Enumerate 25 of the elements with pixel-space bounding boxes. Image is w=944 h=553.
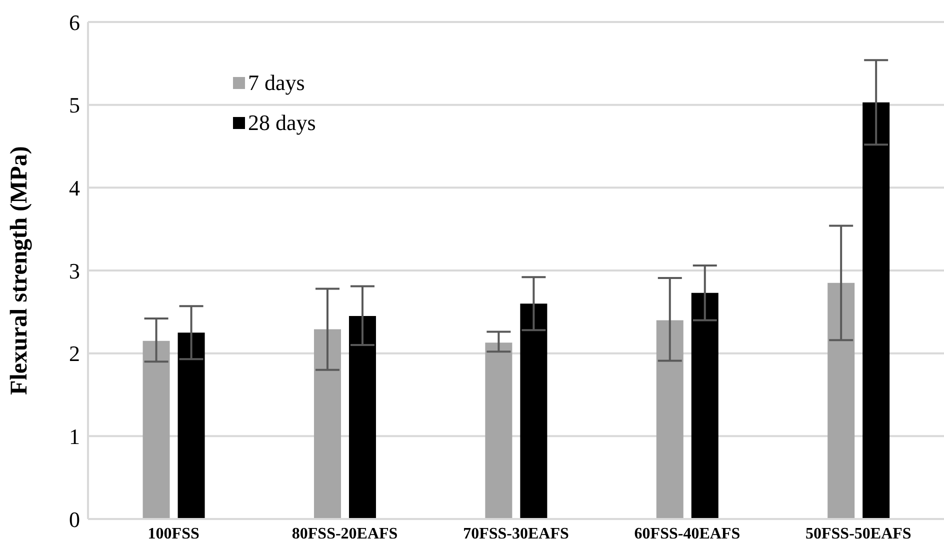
x-tick-label: 100FSS xyxy=(148,525,200,542)
legend-label: 28 days xyxy=(248,110,316,136)
x-tick-label: 70FSS-30EAFS xyxy=(463,525,569,542)
bar xyxy=(314,329,341,519)
y-tick-label: 3 xyxy=(69,258,80,284)
bar xyxy=(828,282,855,519)
bar xyxy=(348,316,376,519)
y-tick-label: 1 xyxy=(69,424,80,449)
y-tick-label: 5 xyxy=(69,92,80,118)
y-tick-label: 2 xyxy=(69,341,80,366)
bar xyxy=(862,102,890,519)
bar xyxy=(691,292,718,519)
y-tick-label: 4 xyxy=(69,175,80,200)
x-tick-label: 60FSS-40EAFS xyxy=(634,525,740,542)
x-tick-label: 50FSS-50EAFS xyxy=(806,525,912,542)
y-axis-title: Flexural strength (MPa) xyxy=(6,146,33,395)
legend-label: 7 days xyxy=(248,70,305,96)
y-tick-label: 6 xyxy=(69,10,80,35)
bar xyxy=(142,340,170,519)
x-tick-label: 80FSS-20EAFS xyxy=(292,525,398,542)
bar xyxy=(178,332,205,519)
bar xyxy=(520,304,548,519)
bar xyxy=(656,320,684,519)
y-tick-label: 0 xyxy=(69,506,80,532)
bar xyxy=(485,342,512,519)
